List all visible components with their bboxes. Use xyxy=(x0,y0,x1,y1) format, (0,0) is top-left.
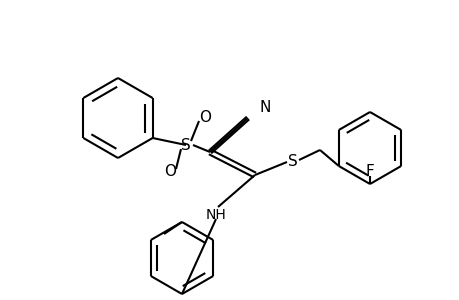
Text: NH: NH xyxy=(205,208,226,222)
Text: O: O xyxy=(199,110,211,125)
Text: S: S xyxy=(287,154,297,169)
Text: O: O xyxy=(164,164,176,179)
Text: F: F xyxy=(365,164,374,179)
Text: N: N xyxy=(259,100,270,116)
Text: S: S xyxy=(181,137,190,152)
